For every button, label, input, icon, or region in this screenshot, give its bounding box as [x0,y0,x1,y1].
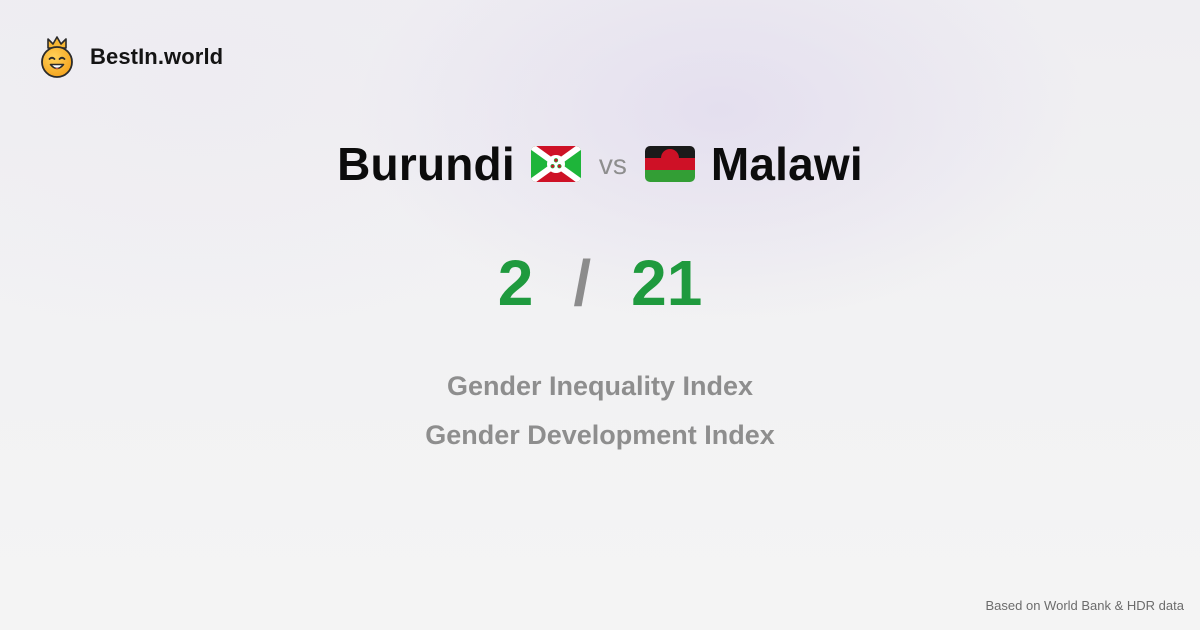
brand-name: BestIn.world [90,44,224,69]
metric-gender-development-index: Gender Development Index [425,420,775,450]
right-country-name: Malawi [710,138,863,190]
vs-label: vs [598,149,627,180]
comparison-title: Burundi vs Malawi [0,134,1200,194]
metrics-list: Gender Inequality Index Gender Developme… [0,362,1200,460]
crowned-smiley-icon [41,36,73,78]
score-separator: / [573,247,592,319]
left-country-name: Burundi [337,138,515,190]
right-score: 21 [631,247,703,319]
brand[interactable]: BestIn.world [38,36,223,78]
left-score: 2 [497,247,534,319]
data-source-note: Based on World Bank & HDR data [985,598,1184,613]
malawi-flag-icon [644,146,695,182]
score-row: 2 / 21 [0,246,1200,320]
burundi-flag-icon [530,146,581,182]
metric-gender-inequality-index: Gender Inequality Index [446,371,754,401]
